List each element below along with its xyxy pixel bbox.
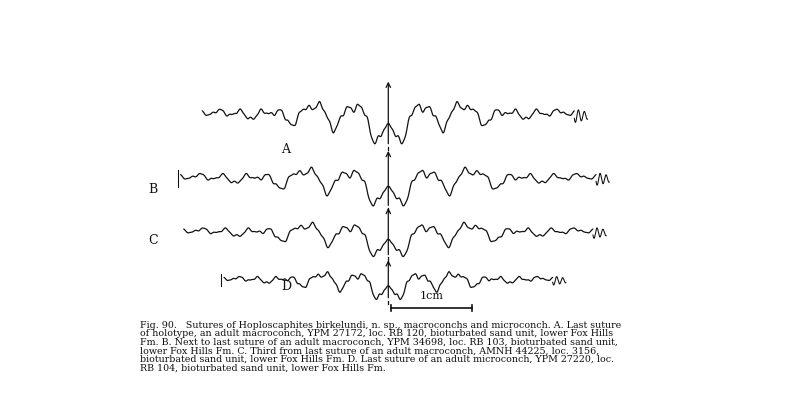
Text: RB 104, bioturbated sand unit, lower Fox Hills Fm.: RB 104, bioturbated sand unit, lower Fox… [140,364,386,373]
Text: lower Fox Hills Fm. C. Third from last suture of an adult macroconch, AMNH 44225: lower Fox Hills Fm. C. Third from last s… [140,346,599,356]
Text: D: D [281,280,291,293]
Text: A: A [282,143,290,156]
Text: C: C [148,234,158,247]
Text: Fig. 90.   Sutures of Hoploscaphites birkelundi, n. sp., macroconchs and microco: Fig. 90. Sutures of Hoploscaphites birke… [140,320,622,330]
Text: 1cm: 1cm [420,292,444,302]
Text: B: B [148,183,158,196]
Text: Fm. B. Next to last suture of an adult macroconch, YPM 34698, loc. RB 103, biotu: Fm. B. Next to last suture of an adult m… [140,338,618,347]
Text: bioturbated sand unit, lower Fox Hills Fm. D. Last suture of an adult microconch: bioturbated sand unit, lower Fox Hills F… [140,355,614,364]
Text: of holotype, an adult macroconch, YPM 27172, loc. RB 120, bioturbated sand unit,: of holotype, an adult macroconch, YPM 27… [140,329,614,338]
